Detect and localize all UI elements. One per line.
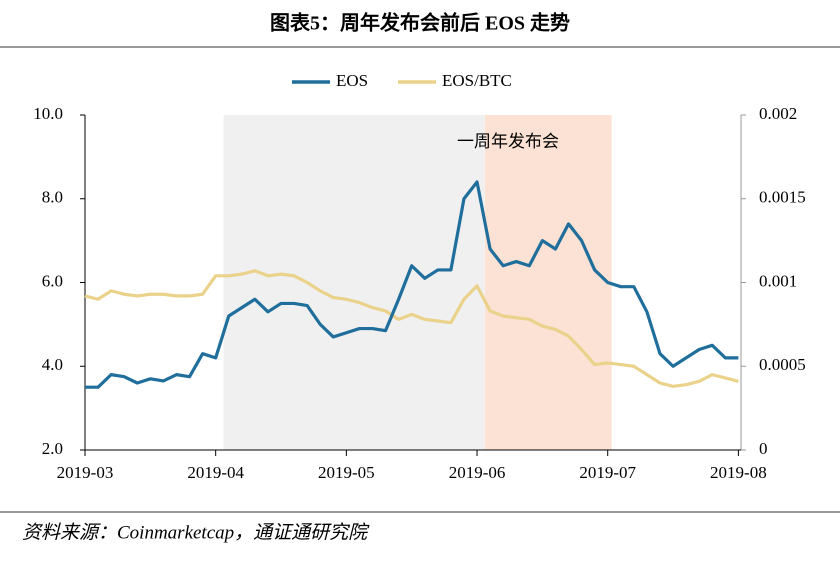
legend-label: EOS xyxy=(336,71,368,90)
chart-title: 图表5：周年发布会前后 EOS 走势 xyxy=(270,11,570,35)
source: 资料来源：Coinmarketcap，通证通研究院 xyxy=(22,521,370,543)
annotation: 一周年发布会 xyxy=(457,132,559,151)
y-tick-label: 6.0 xyxy=(42,271,63,290)
x-tick-label: 2019-07 xyxy=(579,463,636,482)
x-tick-label: 2019-03 xyxy=(57,463,114,482)
x-tick-label: 2019-08 xyxy=(710,463,767,482)
y-tick-label: 8.0 xyxy=(42,188,63,207)
x-tick-label: 2019-05 xyxy=(318,463,375,482)
y-tick-label: 2.0 xyxy=(42,439,63,458)
highlight-span xyxy=(484,115,612,450)
series-line xyxy=(85,180,739,389)
x-tick-label: 2019-06 xyxy=(449,463,506,482)
y-tick-label: 4.0 xyxy=(42,355,63,374)
x-tick-label: 2019-04 xyxy=(187,463,244,482)
legend-label: EOS/BTC xyxy=(442,71,512,90)
y2-tick-label: 0.0005 xyxy=(759,355,806,374)
y2-tick-label: 0.001 xyxy=(759,271,797,290)
plot: 一周年发布会 2.0 4.0 6.0 8.0 10.0 0 0.0005 0.001 0.0015… xyxy=(33,71,806,482)
y2-tick-label: 0.0015 xyxy=(759,188,806,207)
series-line xyxy=(84,269,739,388)
y-tick-label: 10.0 xyxy=(33,104,63,123)
y2-tick-label: 0 xyxy=(759,439,768,458)
y2-tick-label: 0.002 xyxy=(759,104,797,123)
highlight-span xyxy=(223,115,485,450)
